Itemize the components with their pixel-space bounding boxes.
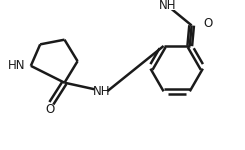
Text: O: O bbox=[204, 17, 213, 30]
Text: NH: NH bbox=[159, 0, 176, 12]
Text: HN: HN bbox=[8, 59, 25, 72]
Text: O: O bbox=[45, 103, 54, 116]
Text: NH: NH bbox=[93, 85, 111, 98]
